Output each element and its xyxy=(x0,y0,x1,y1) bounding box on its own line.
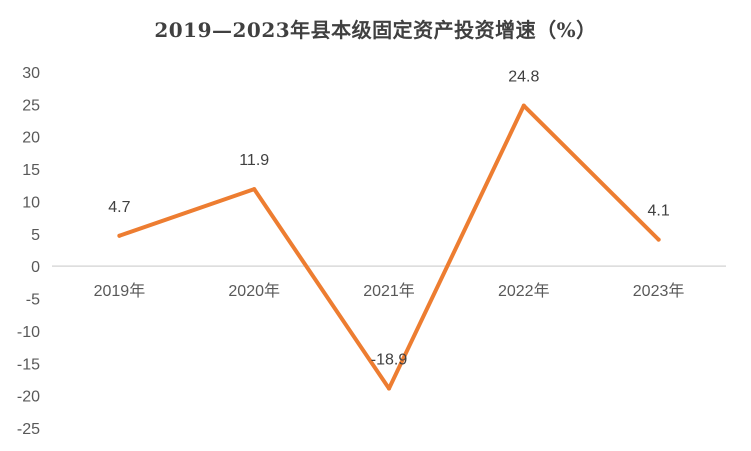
x-tick-label: 2019年 xyxy=(94,282,146,300)
data-label: 24.8 xyxy=(508,69,539,86)
data-point xyxy=(117,233,122,238)
data-label: 11.9 xyxy=(239,152,269,169)
y-tick-label: 10 xyxy=(22,194,40,211)
data-label: -18.9 xyxy=(371,352,408,369)
series-line xyxy=(117,103,661,391)
data-label: 4.1 xyxy=(647,203,669,220)
chart-title: 2019—2023年县本级固定资产投资增速（%） xyxy=(154,18,597,42)
x-tick-label: 2020年 xyxy=(228,282,280,300)
y-tick-label: 25 xyxy=(22,97,40,114)
data-point xyxy=(387,386,391,391)
y-tick-label: -15 xyxy=(17,356,40,373)
y-tick-label: 20 xyxy=(22,130,40,147)
y-tick-label: 15 xyxy=(22,162,40,179)
x-tick-label: 2021年 xyxy=(363,282,415,300)
y-tick-label: -20 xyxy=(17,389,40,406)
x-tick-label: 2022年 xyxy=(498,282,550,300)
data-point xyxy=(656,237,661,242)
x-axis-ticks: 2019年 2020年 2021年 2022年 2023年 xyxy=(94,282,685,300)
data-point xyxy=(252,187,257,192)
y-tick-label: -25 xyxy=(17,421,40,438)
data-labels: 4.7 11.9 -18.9 24.8 4.1 xyxy=(108,69,670,369)
y-tick-label: 30 xyxy=(22,65,40,82)
y-tick-label: -5 xyxy=(26,292,40,309)
data-label: 4.7 xyxy=(108,199,130,216)
y-tick-label: -10 xyxy=(17,324,40,341)
y-axis-ticks: 30 25 20 15 10 5 0 -5 -10 -15 -20 -25 xyxy=(17,65,40,438)
x-tick-label: 2023年 xyxy=(633,282,685,300)
data-point xyxy=(521,103,526,108)
y-tick-label: 0 xyxy=(31,259,40,276)
y-tick-label: 5 xyxy=(31,227,40,244)
